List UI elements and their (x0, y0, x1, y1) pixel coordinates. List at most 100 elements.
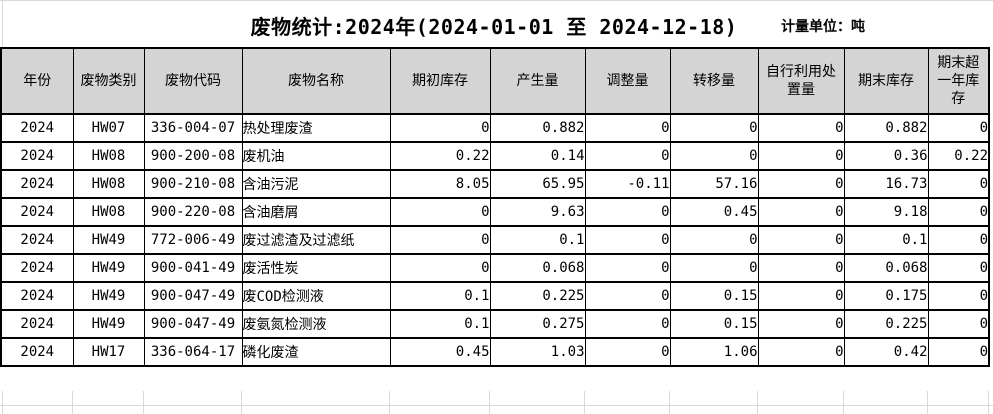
cell-year[interactable]: 2024 (0, 225, 74, 255)
cell-category[interactable]: HW49 (72, 281, 145, 311)
cell-self-disposal[interactable]: 0 (757, 337, 845, 367)
cell-opening-stock[interactable]: 8.05 (389, 169, 491, 199)
cell-over-one-year[interactable]: 0 (927, 197, 990, 227)
cell-year[interactable]: 2024 (0, 309, 74, 339)
cell-generated[interactable]: 0.882 (489, 113, 586, 143)
cell-category[interactable]: HW08 (72, 197, 145, 227)
cell-closing-stock[interactable]: 9.18 (843, 197, 929, 227)
cell-transferred[interactable]: 0.15 (669, 309, 759, 339)
cell-over-one-year[interactable]: 0 (927, 337, 990, 367)
cell-code[interactable]: 900-210-08 (143, 169, 243, 199)
cell-closing-stock[interactable]: 16.73 (843, 169, 929, 199)
cell-name[interactable]: 废机油 (241, 141, 391, 171)
cell-generated[interactable]: 0.1 (489, 225, 586, 255)
cell-code[interactable]: 900-047-49 (143, 281, 243, 311)
cell-opening-stock[interactable]: 0 (389, 197, 491, 227)
cell-self-disposal[interactable]: 0 (757, 197, 845, 227)
cell-category[interactable]: HW08 (72, 169, 145, 199)
cell-opening-stock[interactable]: 0.22 (389, 141, 491, 171)
cell-name[interactable]: 废氨氮检测液 (241, 309, 391, 339)
col-adjustment[interactable]: 调整量 (584, 47, 671, 115)
cell-code[interactable]: 336-004-07 (143, 113, 243, 143)
col-over-one-year[interactable]: 期末超一年库存 (927, 47, 990, 115)
cell-self-disposal[interactable]: 0 (757, 253, 845, 283)
cell-closing-stock[interactable]: 0.36 (843, 141, 929, 171)
cell-code[interactable]: 772-006-49 (143, 225, 243, 255)
cell-adjustment[interactable]: 0 (584, 225, 671, 255)
cell-year[interactable]: 2024 (0, 197, 74, 227)
col-code[interactable]: 废物代码 (143, 47, 243, 115)
col-year[interactable]: 年份 (0, 47, 74, 115)
cell-over-one-year[interactable]: 0 (927, 113, 990, 143)
col-generated[interactable]: 产生量 (489, 47, 586, 115)
cell-name[interactable]: 废COD检测液 (241, 281, 391, 311)
cell-self-disposal[interactable]: 0 (757, 309, 845, 339)
cell-closing-stock[interactable]: 0.068 (843, 253, 929, 283)
cell-generated[interactable]: 9.63 (489, 197, 586, 227)
cell-name[interactable]: 磷化废渣 (241, 337, 391, 367)
cell-transferred[interactable]: 1.06 (669, 337, 759, 367)
cell-generated[interactable]: 0.225 (489, 281, 586, 311)
cell-generated[interactable]: 0.275 (489, 309, 586, 339)
cell-self-disposal[interactable]: 0 (757, 281, 845, 311)
cell-transferred[interactable]: 0 (669, 253, 759, 283)
cell-closing-stock[interactable]: 0.42 (843, 337, 929, 367)
cell-self-disposal[interactable]: 0 (757, 169, 845, 199)
cell-category[interactable]: HW07 (72, 113, 145, 143)
cell-opening-stock[interactable]: 0 (389, 225, 491, 255)
cell-self-disposal[interactable]: 0 (757, 225, 845, 255)
cell-transferred[interactable]: 0 (669, 113, 759, 143)
col-opening-stock[interactable]: 期初库存 (389, 47, 491, 115)
col-self-disposal[interactable]: 自行利用处置量 (757, 47, 845, 115)
cell-category[interactable]: HW17 (72, 337, 145, 367)
cell-adjustment[interactable]: 0 (584, 141, 671, 171)
cell-transferred[interactable]: 0 (669, 141, 759, 171)
cell-name[interactable]: 含油污泥 (241, 169, 391, 199)
cell-over-one-year[interactable]: 0 (927, 225, 990, 255)
cell-opening-stock[interactable]: 0.1 (389, 309, 491, 339)
cell-closing-stock[interactable]: 0.1 (843, 225, 929, 255)
cell-category[interactable]: HW49 (72, 225, 145, 255)
cell-adjustment[interactable]: 0 (584, 197, 671, 227)
cell-name[interactable]: 废活性炭 (241, 253, 391, 283)
cell-over-one-year[interactable]: 0 (927, 169, 990, 199)
cell-name[interactable]: 废过滤渣及过滤纸 (241, 225, 391, 255)
cell-closing-stock[interactable]: 0.882 (843, 113, 929, 143)
cell-over-one-year[interactable]: 0 (927, 253, 990, 283)
cell-year[interactable]: 2024 (0, 281, 74, 311)
cell-generated[interactable]: 0.14 (489, 141, 586, 171)
cell-opening-stock[interactable]: 0.45 (389, 337, 491, 367)
cell-adjustment[interactable]: 0 (584, 281, 671, 311)
cell-opening-stock[interactable]: 0 (389, 253, 491, 283)
cell-adjustment[interactable]: 0 (584, 253, 671, 283)
cell-year[interactable]: 2024 (0, 253, 74, 283)
cell-transferred[interactable]: 0 (669, 225, 759, 255)
cell-category[interactable]: HW49 (72, 253, 145, 283)
cell-code[interactable]: 900-041-49 (143, 253, 243, 283)
col-name[interactable]: 废物名称 (241, 47, 391, 115)
cell-code[interactable]: 900-047-49 (143, 309, 243, 339)
cell-year[interactable]: 2024 (0, 141, 74, 171)
cell-generated[interactable]: 1.03 (489, 337, 586, 367)
cell-category[interactable]: HW08 (72, 141, 145, 171)
cell-self-disposal[interactable]: 0 (757, 113, 845, 143)
cell-name[interactable]: 含油磨屑 (241, 197, 391, 227)
cell-adjustment[interactable]: 0 (584, 113, 671, 143)
cell-opening-stock[interactable]: 0.1 (389, 281, 491, 311)
cell-transferred[interactable]: 0.45 (669, 197, 759, 227)
cell-code[interactable]: 900-220-08 (143, 197, 243, 227)
cell-opening-stock[interactable]: 0 (389, 113, 491, 143)
cell-adjustment[interactable]: -0.11 (584, 169, 671, 199)
cell-over-one-year[interactable]: 0 (927, 309, 990, 339)
cell-over-one-year[interactable]: 0.22 (927, 141, 990, 171)
cell-year[interactable]: 2024 (0, 113, 74, 143)
cell-generated[interactable]: 0.068 (489, 253, 586, 283)
cell-closing-stock[interactable]: 0.175 (843, 281, 929, 311)
cell-category[interactable]: HW49 (72, 309, 145, 339)
col-transferred[interactable]: 转移量 (669, 47, 759, 115)
cell-year[interactable]: 2024 (0, 169, 74, 199)
col-category[interactable]: 废物类别 (72, 47, 145, 115)
cell-adjustment[interactable]: 0 (584, 337, 671, 367)
col-closing-stock[interactable]: 期末库存 (843, 47, 929, 115)
cell-adjustment[interactable]: 0 (584, 309, 671, 339)
